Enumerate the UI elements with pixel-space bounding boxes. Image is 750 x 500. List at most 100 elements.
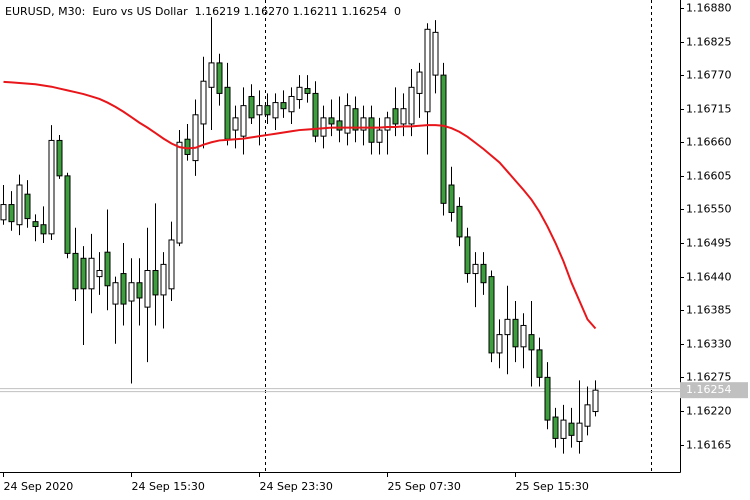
last-price-box xyxy=(680,382,748,399)
candle-body xyxy=(240,105,247,137)
candle-body xyxy=(264,105,271,116)
y-tick-label: 1.16660 xyxy=(686,136,732,149)
chart-title: EURUSD, M30: Euro vs US Dollar 1.16219 1… xyxy=(5,5,401,18)
y-tick-label: 1.16825 xyxy=(686,36,732,49)
candle-body xyxy=(424,28,431,113)
y-tick-label: 1.16770 xyxy=(686,69,732,82)
candle-body xyxy=(288,95,295,113)
candle-body xyxy=(504,318,511,336)
candle-body xyxy=(248,95,255,119)
candle-body xyxy=(256,105,263,116)
candle-body xyxy=(40,224,47,235)
candle-body xyxy=(568,422,575,436)
y-tick-label: 1.16220 xyxy=(686,405,732,418)
candle-body xyxy=(448,184,455,213)
candle-body xyxy=(520,324,527,348)
moving-average xyxy=(3,80,597,330)
candle-body xyxy=(376,129,383,143)
candle-body xyxy=(552,416,559,439)
candle-body xyxy=(576,422,583,442)
x-tick-label: 25 Sep 15:30 xyxy=(516,480,589,493)
candle-body xyxy=(176,141,183,244)
candle-body xyxy=(440,74,447,204)
candle-body xyxy=(336,120,343,131)
candle-body xyxy=(200,80,207,125)
candle-body xyxy=(88,257,95,290)
candle-body xyxy=(128,282,135,302)
candle-body xyxy=(120,273,127,305)
candle-body xyxy=(368,117,375,143)
candle-body xyxy=(584,404,591,427)
candle-body xyxy=(328,117,335,125)
candle-body xyxy=(360,117,367,131)
candle-body xyxy=(272,102,279,119)
candle-body xyxy=(296,86,303,101)
candle-body xyxy=(320,117,327,137)
y-tick-label: 1.16495 xyxy=(686,237,732,250)
candle-body xyxy=(536,349,543,378)
plot xyxy=(0,17,680,454)
candle-body xyxy=(496,334,503,354)
candle-body xyxy=(232,117,239,131)
candle-body xyxy=(168,239,175,290)
candle-body xyxy=(544,376,551,421)
candle-body xyxy=(8,204,15,223)
candle-body xyxy=(72,252,79,290)
candle-body xyxy=(136,282,143,299)
candle-body xyxy=(192,114,199,162)
candle-body xyxy=(400,108,407,125)
x-tick-label: 24 Sep 15:30 xyxy=(132,480,205,493)
candle-body xyxy=(96,269,103,278)
candle-body xyxy=(480,263,487,284)
candle-body xyxy=(216,62,223,94)
y-tick-label: 1.16275 xyxy=(686,371,732,384)
y-tick-label: 1.16605 xyxy=(686,170,732,183)
candle-body xyxy=(304,88,311,94)
candle-body xyxy=(208,62,215,88)
y-tick-label: 1.16440 xyxy=(686,271,732,284)
y-tick-label: 1.16715 xyxy=(686,103,732,116)
candle-body xyxy=(488,276,495,354)
candle-body xyxy=(472,263,479,275)
candle-body xyxy=(104,251,111,287)
candle-body xyxy=(464,236,471,275)
candle-body xyxy=(224,86,231,140)
candle-body xyxy=(528,334,535,351)
y-tick-label: 1.16330 xyxy=(686,338,732,351)
y-tick-label: 1.16880 xyxy=(686,2,732,15)
candle-body xyxy=(432,31,439,76)
candle-body xyxy=(560,419,567,439)
x-tick-label: 24 Sep 2020 xyxy=(4,480,74,493)
candle-body xyxy=(16,184,23,226)
candle-body xyxy=(112,282,119,305)
candle-body xyxy=(512,318,519,348)
candle-body xyxy=(24,193,31,220)
candle-body xyxy=(80,257,87,290)
candle-body xyxy=(592,389,599,413)
candle-body xyxy=(280,102,287,110)
candle-body xyxy=(416,71,423,94)
candle-body xyxy=(32,221,39,228)
candle-body xyxy=(344,105,351,134)
candle-body xyxy=(56,139,63,177)
candle-body xyxy=(64,175,71,254)
last-price-label: 1.16254 xyxy=(686,383,732,396)
y-tick-label: 1.16165 xyxy=(686,439,732,452)
candle-body xyxy=(392,108,399,125)
candle-body xyxy=(48,139,55,235)
candle-body xyxy=(456,205,463,238)
candle-body xyxy=(0,204,7,221)
candle-body xyxy=(160,263,167,296)
candle-body xyxy=(312,92,319,137)
candle-body xyxy=(144,269,151,308)
y-tick-label: 1.16385 xyxy=(686,304,732,317)
x-tick-label: 24 Sep 23:30 xyxy=(260,480,333,493)
candle-body xyxy=(408,86,415,125)
candle-body xyxy=(184,138,191,155)
y-tick-label: 1.16550 xyxy=(686,203,732,216)
candle-body xyxy=(152,269,159,296)
candle-body xyxy=(352,108,359,131)
x-tick-label: 25 Sep 07:30 xyxy=(388,480,461,493)
